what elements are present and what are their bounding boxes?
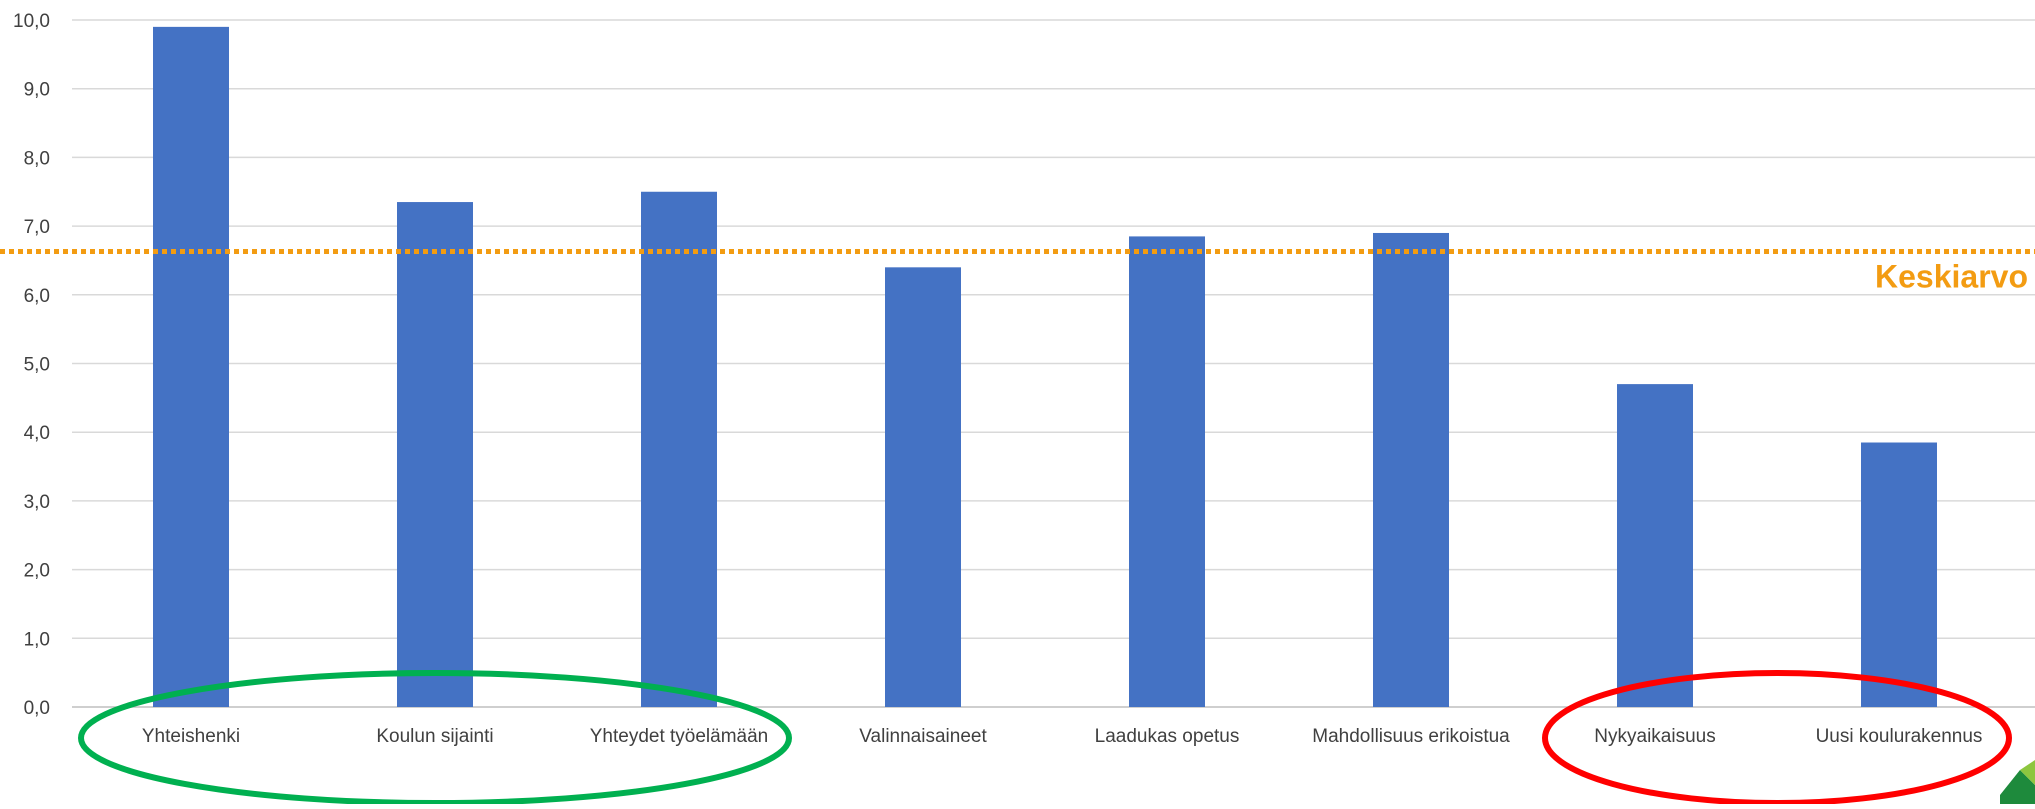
bar-2 [397, 202, 473, 707]
category-label: Valinnaisaineet [859, 726, 987, 747]
bottom-factors-ellipse [1542, 670, 2012, 806]
y-tick-label: 1,0 [24, 629, 50, 650]
y-tick-label: 3,0 [24, 492, 50, 513]
category-label: Nykyaikaisuus [1594, 726, 1715, 747]
average-label: Keskiarvo [1875, 259, 2028, 295]
y-tick-label: 10,0 [13, 11, 50, 32]
y-tick-label: 5,0 [24, 355, 50, 376]
bar-5 [1129, 236, 1205, 707]
y-tick-label: 9,0 [24, 80, 50, 101]
category-label: Koulun sijainti [376, 726, 493, 747]
x-axis-labels: Yhteishenki Koulun sijainti Yhteydet työel… [142, 726, 1983, 747]
bar-4 [885, 267, 961, 707]
category-label: Yhteishenki [142, 726, 240, 747]
y-tick-label: 6,0 [24, 286, 50, 307]
y-tick-label: 8,0 [24, 148, 50, 169]
bar-6 [1373, 232, 1449, 707]
bar-8 [1861, 442, 1937, 707]
category-label: Yhteydet työelämään [590, 726, 769, 747]
y-tick-label: 4,0 [24, 423, 50, 444]
average-marker: Keskiarvo [0, 249, 2035, 295]
bars [153, 26, 1937, 708]
y-tick-label: 7,0 [24, 217, 50, 238]
category-label: Uusi koulurakennus [1816, 726, 1983, 747]
corner-logo [2000, 760, 2035, 804]
y-tick-label: 0,0 [24, 698, 50, 719]
logo-shape-dark [2000, 770, 2035, 804]
y-axis-ticks: 0,0 1,0 2,0 3,0 4,0 5,0 6,0 7,0 8,0 9,0 10,0 [13, 11, 50, 719]
category-label: Laadukas opetus [1095, 726, 1240, 747]
bar-7 [1617, 384, 1693, 707]
highlight-ellipses [78, 670, 2012, 806]
bar-3 [641, 191, 717, 707]
bar-1 [153, 26, 229, 708]
logo-shape-light [2020, 760, 2035, 785]
y-tick-label: 2,0 [24, 561, 50, 582]
category-label: Mahdollisuus erikoistua [1312, 726, 1510, 747]
gridlines [72, 19, 2035, 708]
top-factors-ellipse [78, 670, 792, 806]
